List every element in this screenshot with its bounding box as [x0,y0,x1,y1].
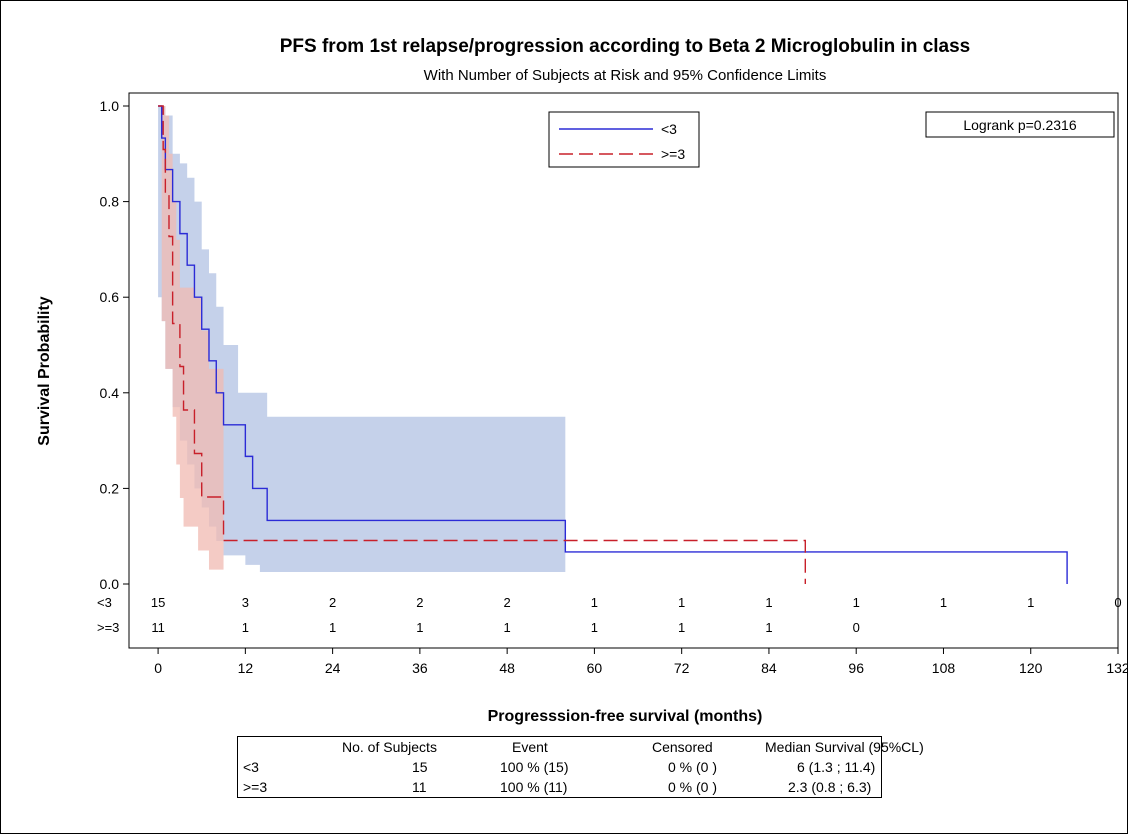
at-risk-row-label: >=3 [97,620,119,635]
table-header-row: No. of Subjects Event Censored Median Su… [238,737,924,757]
ci-band-series-1 [161,106,224,570]
x-tick-label: 24 [325,660,341,676]
y-tick-label: 1.0 [100,98,120,114]
chart-title: PFS from 1st relapse/progression accordi… [280,36,971,57]
at-risk-count: 2 [504,595,511,610]
y-tick-label: 0.6 [100,289,120,305]
at-risk-count: 1 [940,595,947,610]
table-row: <3 15 100 % (15) 0 % (0 ) 6 (1.3 ; 11.4) [238,757,881,777]
x-tick-label: 120 [1019,660,1043,676]
row-censored: 0 % (0 ) [668,779,718,795]
row-subjects: 11 [412,779,427,795]
ci-band-series-0 [158,106,566,573]
x-tick-label: 96 [848,660,864,676]
at-risk-row-label: <3 [97,595,112,610]
at-risk-count: 11 [151,620,165,635]
x-tick-label: 0 [154,660,162,676]
row-group-label: <3 [243,759,259,775]
row-median: 2.3 (0.8 ; 6.3) [788,779,872,795]
at-risk-count: 1 [1027,595,1034,610]
at-risk-count: 1 [416,620,423,635]
x-tick-label: 60 [587,660,603,676]
row-event: 100 % (15) [500,759,569,775]
legend-box [548,111,700,168]
header-cell-subjects: No. of Subjects [342,739,437,755]
x-tick-label: 108 [932,660,956,676]
header-cell-event: Event [512,739,548,755]
at-risk-count: 0 [853,620,860,635]
row-median: 6 (1.3 ; 11.4) [797,759,876,775]
at-risk-count: 1 [678,620,685,635]
x-tick-label: 36 [412,660,428,676]
at-risk-count: 1 [591,595,598,610]
row-group-label: >=3 [243,779,268,795]
row-censored: 0 % (0 ) [668,759,718,775]
row-subjects: 15 [412,759,428,775]
x-tick-label: 48 [499,660,515,676]
row-event: 100 % (11) [500,779,568,795]
legend-label-series-0: <3 [661,121,677,137]
at-risk-count: 1 [765,595,772,610]
header-cell-censored: Censored [652,739,713,755]
x-tick-label: 72 [674,660,690,676]
chart-subtitle: With Number of Subjects at Risk and 95% … [424,67,827,84]
at-risk-count: 1 [678,595,685,610]
logrank-annotation: Logrank p=0.2316 [963,117,1076,133]
survival-line-series-1 [158,105,807,584]
x-tick-label: 84 [761,660,777,676]
y-tick-label: 0.2 [100,480,120,496]
plot-frame [128,92,1119,649]
at-risk-count: 15 [151,595,165,610]
at-risk-count: 2 [416,595,423,610]
at-risk-count: 1 [329,620,336,635]
header-cell-median: Median Survival (95%CL) [765,739,924,755]
logrank-box [925,111,1115,138]
y-tick-label: 0.4 [100,385,120,401]
at-risk-count: 1 [853,595,860,610]
x-tick-label: 132 [1106,660,1127,676]
at-risk-count: 1 [591,620,598,635]
at-risk-count: 0 [1114,595,1121,610]
at-risk-count: 2 [329,595,336,610]
y-tick-label: 0.8 [100,194,120,210]
y-tick-label: 0.0 [100,576,120,592]
legend-label-series-1: >=3 [661,146,685,162]
at-risk-count: 3 [242,595,249,610]
survival-line-series-0 [158,105,1068,584]
y-axis-label: Survival Probability [36,296,53,445]
at-risk-count: 1 [242,620,249,635]
x-axis-label: Progresssion-free survival (months) [488,708,763,725]
x-tick-label: 12 [238,660,254,676]
at-risk-count: 1 [765,620,772,635]
table-row: >=3 11 100 % (11) 0 % (0 ) 2.3 (0.8 ; 6.… [238,777,881,797]
summary-table: No. of Subjects Event Censored Median Su… [237,736,924,798]
at-risk-count: 1 [504,620,511,635]
